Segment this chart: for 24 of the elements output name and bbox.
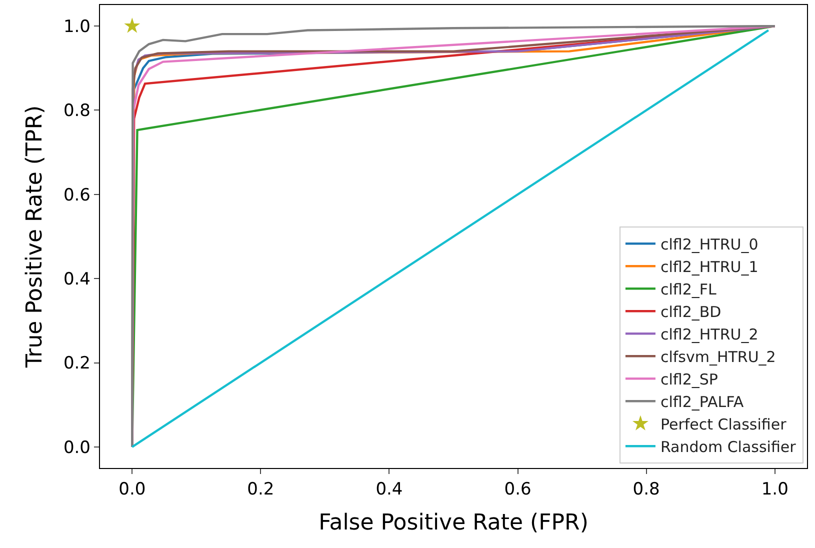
x-tick-label: 0.8 bbox=[632, 480, 660, 500]
x-tick-label: 0.0 bbox=[118, 480, 146, 500]
y-tick-label: 0.6 bbox=[63, 185, 90, 206]
x-tick-label: 0.6 bbox=[504, 480, 532, 500]
legend-label: clfl2_BD bbox=[660, 302, 722, 321]
y-axis-title: True Positive Rate (TPR) bbox=[22, 105, 48, 369]
legend-label: clfl2_PALFA bbox=[660, 392, 744, 411]
x-tick-label: 0.4 bbox=[376, 480, 403, 500]
x-tick-label: 1.0 bbox=[761, 480, 788, 500]
legend-label: Perfect Classifier bbox=[660, 415, 788, 434]
y-tick-label: 1.0 bbox=[63, 17, 90, 37]
legend-label: clfl2_HTRU_2 bbox=[660, 325, 758, 344]
y-tick-label: 0.4 bbox=[63, 270, 90, 290]
y-tick-label: 0.0 bbox=[63, 438, 90, 458]
legend-label: clfl2_FL bbox=[660, 280, 717, 298]
legend-label: clfl2_SP bbox=[660, 370, 718, 388]
x-axis-title: False Positive Rate (FPR) bbox=[318, 510, 588, 536]
y-tick-label: 0.8 bbox=[63, 101, 90, 122]
legend-label: Random Classifier bbox=[660, 438, 797, 456]
legend-label: clfl2_HTRU_1 bbox=[660, 258, 758, 276]
x-tick-label: 0.2 bbox=[247, 480, 274, 500]
legend-label: clfl2_HTRU_0 bbox=[660, 235, 758, 254]
legend-label: clfsvm_HTRU_2 bbox=[660, 348, 776, 366]
y-tick-label: 0.2 bbox=[63, 354, 90, 374]
